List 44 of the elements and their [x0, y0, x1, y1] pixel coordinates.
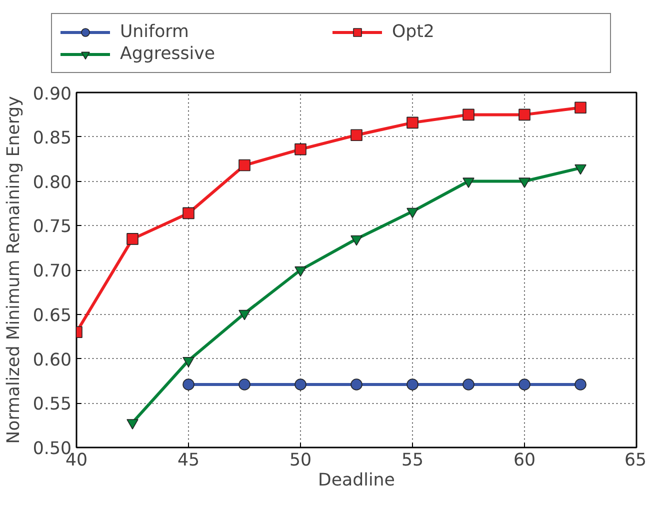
y-tick-label: 0.85: [32, 128, 72, 148]
point: [350, 235, 362, 246]
y-tick-label: 0.60: [32, 350, 72, 370]
point: [518, 108, 530, 121]
y-tick-label: 0.70: [32, 262, 72, 282]
point: [462, 108, 474, 121]
x-tick-label: 50: [289, 450, 312, 470]
y-tick-label: 0.80: [32, 172, 72, 193]
point: [126, 419, 138, 430]
x-tick-label: 65: [624, 450, 647, 470]
point: [182, 378, 194, 390]
y-tick-label: 0.65: [32, 306, 72, 326]
point: [406, 378, 418, 390]
x-tick-label: 60: [513, 450, 536, 470]
point: [350, 378, 362, 390]
point: [294, 266, 306, 277]
point: [462, 178, 474, 188]
point: [518, 378, 530, 390]
legend-label: Opt2: [392, 22, 436, 42]
point: [518, 178, 530, 188]
point: [238, 159, 250, 172]
point: [574, 102, 586, 114]
legend-label: Uniform: [120, 22, 190, 42]
point: [406, 208, 418, 218]
x-tick-label: 45: [177, 450, 200, 470]
point: [350, 129, 362, 141]
x-tick-label: 55: [401, 450, 424, 470]
y-tick-label: 0.75: [32, 217, 72, 238]
point: [126, 233, 138, 245]
point: [182, 207, 194, 220]
point: [238, 310, 250, 320]
y-tick-label: 0.55: [32, 394, 72, 415]
point: [462, 378, 474, 390]
point: [294, 143, 306, 156]
x-axis-title: Deadline: [318, 470, 395, 490]
point: [574, 164, 586, 175]
y-axis-title: Normalized Minimum Remaining Energy: [4, 96, 24, 444]
point: [294, 378, 306, 390]
point: [406, 116, 418, 129]
legend-label: Aggressive: [120, 44, 216, 64]
point: [238, 378, 250, 390]
y-tick-label: 0.90: [32, 84, 72, 104]
point: [574, 378, 586, 390]
point: [182, 356, 194, 368]
